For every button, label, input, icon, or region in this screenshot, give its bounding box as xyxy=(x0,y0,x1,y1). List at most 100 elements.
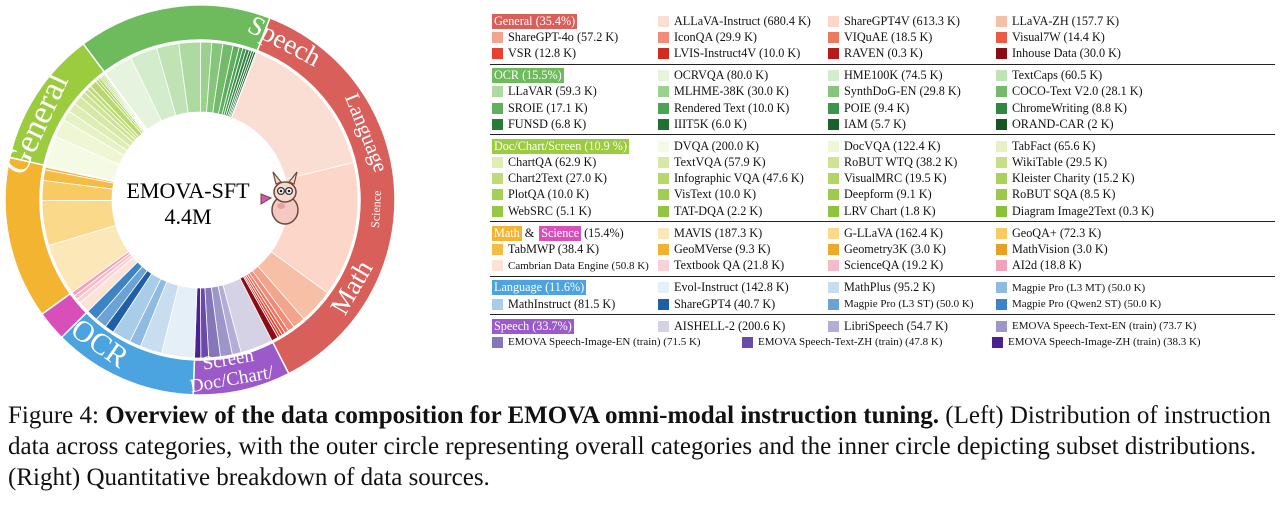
legend-item-label: VisualMRC (19.5 K) xyxy=(844,171,947,186)
legend-item-label: Magpie Pro (Qwen2 ST) (50.0 K) xyxy=(1012,298,1162,311)
legend-item-label: EMOVA Speech-Text-EN (train) (73.7 K) xyxy=(1012,320,1197,333)
legend-item: SROIE (17.1 K) xyxy=(490,101,656,116)
legend-item-label: TAT-DQA (2.2 K) xyxy=(674,203,763,218)
legend-group-1: OCR (15.5%) OCRVQA (80.0 K) HME100K (74.5 … xyxy=(490,65,1275,136)
legend-header-label: OCR (15.5%) xyxy=(492,68,564,84)
legend-swatch xyxy=(492,298,503,310)
legend-item-label: Cambrian Data Engine (50.8 K) xyxy=(508,259,649,272)
legend-item-label: DocVQA (122.4 K) xyxy=(844,138,941,153)
legend-swatch xyxy=(828,118,839,130)
legend-swatch xyxy=(658,15,669,27)
caption-rest: (Left) Distribution of instruction data … xyxy=(8,402,1271,491)
legend-swatch xyxy=(996,140,1007,152)
legend-swatch xyxy=(828,31,839,43)
legend-swatch xyxy=(996,189,1007,201)
outer-slice-ocr xyxy=(82,4,271,73)
legend-item: LRV Chart (1.8 K) xyxy=(826,204,994,219)
legend-item: RAVEN (0.3 K) xyxy=(826,46,994,61)
legend-swatch xyxy=(828,15,839,27)
legend-swatch xyxy=(658,31,669,43)
legend-item: RoBUT SQA (8.5 K) xyxy=(994,187,1162,202)
legend-item: Rendered Text (10.0 K) xyxy=(656,101,826,116)
legend-item-label: ALLaVA-Instruct (680.4 K) xyxy=(674,13,811,28)
legend-swatch xyxy=(658,320,669,332)
legend-row: Doc/Chart/Screen (10.9 %) DVQA (200.0 K) D… xyxy=(490,138,1275,154)
legend-item: ChromeWriting (8.8 K) xyxy=(994,101,1162,116)
caption-prefix: Figure 4: xyxy=(8,402,106,429)
legend-swatch xyxy=(828,298,839,310)
legend-item: HME100K (74.5 K) xyxy=(826,68,994,83)
legend-item-label: TextCaps (60.5 K) xyxy=(1012,68,1103,83)
legend-swatch xyxy=(492,205,503,217)
legend-swatch xyxy=(992,336,1003,348)
outer-label-2: Science xyxy=(368,190,384,228)
legend-item: Infographic VQA (47.6 K) xyxy=(656,171,826,186)
legend-row: OCR (15.5%) OCRVQA (80.0 K) HME100K (74.5 … xyxy=(490,68,1275,84)
legend-swatch xyxy=(658,47,669,59)
legend-item-label: FUNSD (6.8 K) xyxy=(508,116,587,131)
legend-item-label: Infographic VQA (47.6 K) xyxy=(674,171,804,186)
legend-swatch xyxy=(828,320,839,332)
legend-item-label: MathPlus (95.2 K) xyxy=(844,280,936,295)
legend-item: Textbook QA (21.8 K) xyxy=(656,258,826,273)
legend-swatch xyxy=(996,31,1007,43)
legend-row: SROIE (17.1 K) Rendered Text (10.0 K) POIE… xyxy=(490,100,1275,116)
legend-item: GeoQA+ (72.3 K) xyxy=(994,226,1162,241)
legend-item: AI2d (18.8 K) xyxy=(994,258,1162,273)
legend-item-label: VSR (12.8 K) xyxy=(508,45,577,60)
legend-item: ScienceQA (19.2 K) xyxy=(826,258,994,273)
legend-row: ShareGPT-4o (57.2 K) IconQA (29.9 K) VIQuA… xyxy=(490,29,1275,45)
legend-item-label: ChartQA (62.9 K) xyxy=(508,155,597,170)
legend-item: TAT-DQA (2.2 K) xyxy=(656,204,826,219)
legend-item: Kleister Charity (15.2 K) xyxy=(994,171,1162,186)
legend-swatch xyxy=(996,244,1007,256)
legend-swatch xyxy=(492,86,503,98)
legend-item: MLHME-38K (30.0 K) xyxy=(656,84,826,99)
legend-item: VisText (10.0 K) xyxy=(656,187,826,202)
legend-swatch xyxy=(828,260,839,272)
legend-header-suffix: (15.4%) xyxy=(584,225,624,240)
legend-swatch xyxy=(742,336,753,348)
legend-item: Geometry3K (3.0 K) xyxy=(826,242,994,257)
legend-item-label: ScienceQA (19.2 K) xyxy=(844,258,944,273)
legend-item-label: IAM (5.7 K) xyxy=(844,116,906,131)
legend-swatch xyxy=(996,205,1007,217)
legend-item: TextVQA (57.9 K) xyxy=(656,155,826,170)
legend-group-header: Math & Science (15.4%) xyxy=(490,225,656,241)
legend-item-label: ShareGPT4 (40.7 K) xyxy=(674,296,776,311)
legend-item-label: EMOVA Speech-Image-EN (train) (71.5 K) xyxy=(508,336,701,349)
legend-item: COCO-Text V2.0 (28.1 K) xyxy=(994,84,1162,99)
llama-mascot-icon xyxy=(260,171,299,225)
caption-bold: Overview of the data composition for EMO… xyxy=(105,402,940,429)
legend-item-label: Diagram Image2Text (0.3 K) xyxy=(1012,203,1154,218)
legend-group-0: General (35.4%) ALLaVA-Instruct (680.4 K)… xyxy=(490,10,1275,65)
legend-item: VSR (12.8 K) xyxy=(490,46,656,61)
legend-swatch xyxy=(492,118,503,130)
legend-row: Chart2Text (27.0 K) Infographic VQA (47.6… xyxy=(490,171,1275,187)
legend-item: Chart2Text (27.0 K) xyxy=(490,171,656,186)
legend-swatch xyxy=(828,227,839,239)
outer-ring xyxy=(4,4,396,396)
legend-swatch xyxy=(492,173,503,185)
legend-item: IconQA (29.9 K) xyxy=(656,30,826,45)
legend-group-header: Speech (33.7%) xyxy=(490,318,656,334)
legend-item: Magpie Pro (L3 MT) (50.0 K) xyxy=(994,282,1162,294)
legend-group-header: General (35.4%) xyxy=(490,13,656,29)
legend-row: PlotQA (10.0 K) VisText (10.0 K) Deepform … xyxy=(490,187,1275,203)
legend: General (35.4%) ALLaVA-Instruct (680.4 K)… xyxy=(490,10,1275,353)
legend-item-label: IconQA (29.9 K) xyxy=(674,29,757,44)
legend-swatch xyxy=(658,205,669,217)
legend-item-label: SROIE (17.1 K) xyxy=(508,100,588,115)
legend-row: EMOVA Speech-Image-EN (train) (71.5 K) EM… xyxy=(490,334,1275,350)
legend-item-label: TabFact (65.6 K) xyxy=(1012,138,1096,153)
legend-item: Cambrian Data Engine (50.8 K) xyxy=(490,260,656,272)
legend-item-label: OCRVQA (80.0 K) xyxy=(674,68,769,83)
legend-item-label: ShareGPT4V (613.3 K) xyxy=(844,13,960,28)
legend-item: Inhouse Data (30.0 K) xyxy=(994,46,1162,61)
legend-swatch xyxy=(996,320,1007,332)
legend-item-label: COCO-Text V2.0 (28.1 K) xyxy=(1012,84,1143,99)
legend-item-label: Geometry3K (3.0 K) xyxy=(844,242,946,257)
legend-item: MathVision (3.0 K) xyxy=(994,242,1162,257)
legend-group-2: Doc/Chart/Screen (10.9 %) DVQA (200.0 K) D… xyxy=(490,135,1275,223)
legend-item-label: WikiTable (29.5 K) xyxy=(1012,155,1108,170)
